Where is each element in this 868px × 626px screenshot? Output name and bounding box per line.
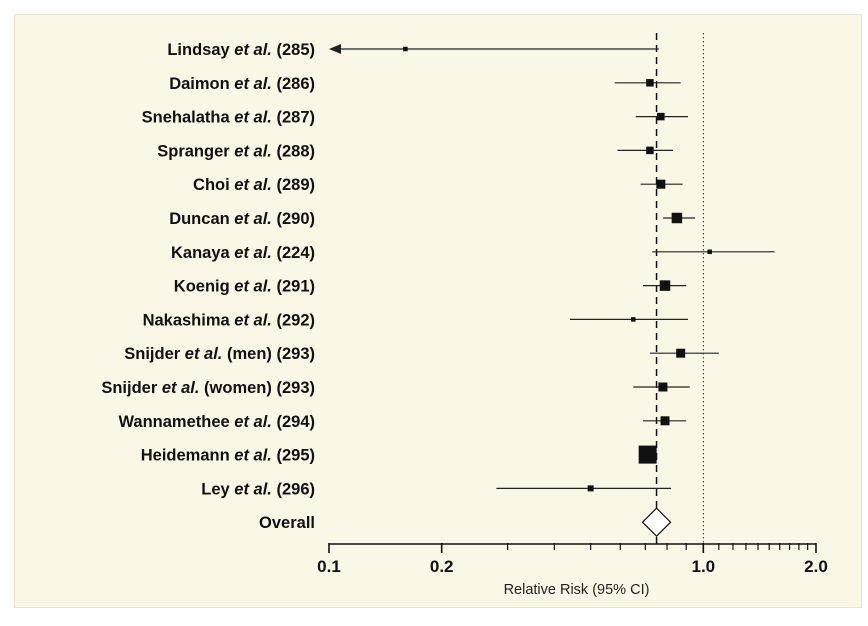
- ci-arrow: [329, 44, 341, 54]
- effect-box: [658, 382, 668, 392]
- study-label-part: Heidemann: [141, 447, 235, 465]
- study-label-part: et al.: [162, 379, 200, 397]
- study-label-part: (285): [272, 41, 315, 59]
- chart-panel: Lindsay et al. (285) Daimon et al. (286) S…: [14, 14, 862, 608]
- study-label-part: et al.: [234, 75, 272, 93]
- study-label-part: Ley: [201, 480, 234, 498]
- study-label-part: Wannamethee: [118, 413, 234, 431]
- study-label-part: Choi: [193, 176, 234, 194]
- study-label-part: (290): [272, 210, 315, 228]
- effect-box: [657, 112, 665, 121]
- study-label-part: et al.: [234, 109, 272, 127]
- study-label: Snehalatha et al. (287): [142, 109, 315, 127]
- study-label: Snijder et al. (women) (293): [101, 379, 315, 397]
- effect-box: [646, 79, 654, 87]
- study-label: Nakashima et al. (292): [143, 311, 315, 329]
- study-label-part: et al.: [234, 41, 272, 59]
- study-label-part: (286): [272, 75, 315, 93]
- x-tick-label: 2.0: [804, 557, 828, 576]
- study-label: Heidemann et al. (295): [141, 447, 315, 465]
- study-label: Snijder et al. (men) (293): [124, 345, 315, 363]
- study-label-part: Spranger: [157, 142, 234, 160]
- study-label-part: (289): [272, 176, 315, 194]
- x-axis-label: Relative Risk (95% CI): [504, 582, 650, 598]
- effect-box: [646, 146, 654, 155]
- study-label-part: Lindsay: [167, 41, 234, 59]
- study-label-part: et al.: [234, 480, 272, 498]
- effect-box: [671, 212, 683, 224]
- study-label-part: Duncan: [169, 210, 234, 228]
- study-label: Choi et al. (289): [193, 176, 315, 194]
- study-label: Duncan et al. (290): [169, 210, 315, 228]
- x-tick-label: 0.1: [317, 557, 341, 576]
- study-label-part: (224): [272, 244, 315, 262]
- effect-box: [659, 280, 671, 291]
- x-tick-label: 0.2: [430, 557, 454, 576]
- study-label: Spranger et al. (288): [157, 142, 315, 160]
- study-label-part: et al.: [234, 244, 272, 262]
- study-label-part: (women) (293): [199, 379, 315, 397]
- x-tick-label: 1.0: [691, 557, 715, 576]
- study-label-part: Nakashima: [143, 311, 235, 329]
- study-label-part: Snijder: [101, 379, 162, 397]
- study-label-part: (men) (293): [222, 345, 315, 363]
- study-label: Koenig et al. (291): [174, 278, 315, 296]
- overall-label: Overall: [259, 514, 315, 532]
- study-label-part: (294): [272, 413, 315, 431]
- study-label: Lindsay et al. (285): [167, 41, 315, 59]
- effect-box: [660, 416, 670, 426]
- study-label-part: (291): [272, 278, 315, 296]
- effect-box: [638, 445, 657, 464]
- study-label-part: et al.: [234, 413, 272, 431]
- study-label: Wannamethee et al. (294): [118, 413, 315, 431]
- effect-box: [676, 348, 686, 358]
- forest-plot: Lindsay et al. (285) Daimon et al. (286) S…: [101, 33, 828, 598]
- study-label: Kanaya et al. (224): [171, 244, 315, 262]
- study-label-part: (292): [272, 311, 315, 329]
- study-label-part: et al.: [234, 311, 272, 329]
- study-label-part: et al.: [185, 345, 223, 363]
- study-label-part: et al.: [234, 210, 272, 228]
- study-label-part: Koenig: [174, 278, 235, 296]
- effect-box: [403, 46, 408, 52]
- study-label-part: Kanaya: [171, 244, 234, 262]
- study-label-part: (287): [272, 109, 315, 127]
- overall-diamond: [641, 507, 672, 538]
- study-label-part: et al.: [234, 278, 272, 296]
- effect-box: [631, 317, 636, 322]
- study-label-part: Daimon: [169, 75, 234, 93]
- effect-box: [707, 249, 712, 255]
- study-label-part: Snijder: [124, 345, 185, 363]
- study-label-part: et al.: [234, 142, 272, 160]
- effect-box: [656, 179, 666, 189]
- study-label-part: (296): [272, 480, 315, 498]
- study-label: Daimon et al. (286): [169, 75, 315, 93]
- effect-box: [587, 485, 594, 492]
- study-label-part: Snehalatha: [142, 109, 235, 127]
- study-label-part: et al.: [234, 176, 272, 194]
- study-label-part: et al.: [234, 447, 272, 465]
- study-label-part: (288): [272, 142, 315, 160]
- study-label: Ley et al. (296): [201, 480, 315, 498]
- study-label-part: (295): [272, 447, 315, 465]
